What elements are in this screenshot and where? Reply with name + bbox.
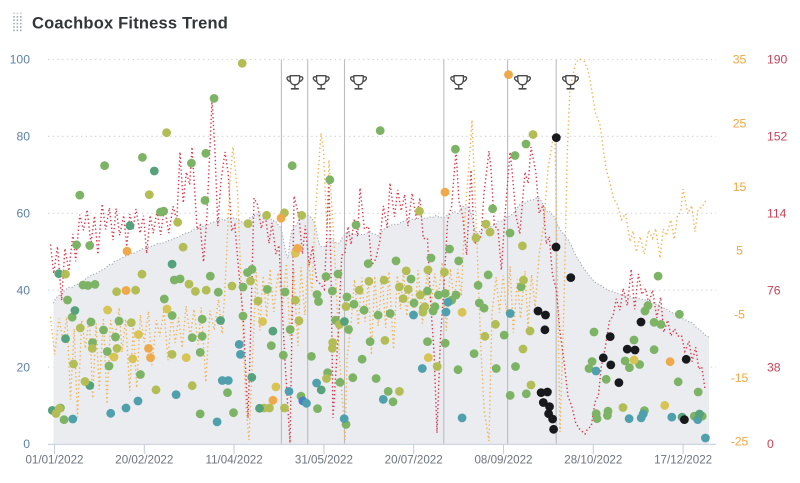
svg-text:28/10/2022: 28/10/2022: [564, 454, 622, 467]
svg-text:08/09/2022: 08/09/2022: [474, 454, 532, 467]
svg-text:152: 152: [767, 130, 788, 144]
svg-text:-25: -25: [731, 435, 749, 449]
svg-text:25: 25: [733, 116, 747, 130]
svg-text:20: 20: [16, 360, 30, 374]
svg-text:0: 0: [767, 437, 774, 451]
svg-text:40: 40: [16, 283, 30, 297]
svg-text:76: 76: [767, 283, 781, 297]
svg-text:31/05/2022: 31/05/2022: [295, 454, 353, 467]
svg-text:15: 15: [733, 180, 747, 194]
svg-text:38: 38: [767, 360, 781, 374]
svg-text:01/01/2022: 01/01/2022: [25, 454, 83, 467]
svg-text:20/02/2022: 20/02/2022: [115, 454, 173, 467]
svg-text:190: 190: [767, 53, 788, 67]
svg-text:60: 60: [16, 207, 30, 221]
svg-text:11/04/2022: 11/04/2022: [206, 454, 263, 467]
svg-text:Coachbox Fitness Trend: Coachbox Fitness Trend: [32, 15, 228, 33]
svg-text:100: 100: [10, 53, 31, 67]
svg-text:35: 35: [733, 53, 747, 67]
svg-text:80: 80: [16, 130, 30, 144]
svg-text:-15: -15: [731, 371, 749, 385]
svg-text:-5: -5: [734, 307, 745, 321]
svg-text:5: 5: [736, 244, 743, 258]
svg-text:20/07/2022: 20/07/2022: [385, 454, 443, 467]
svg-text:17/12/2022: 17/12/2022: [654, 454, 712, 467]
svg-text:0: 0: [23, 437, 30, 451]
svg-text:114: 114: [767, 207, 787, 221]
